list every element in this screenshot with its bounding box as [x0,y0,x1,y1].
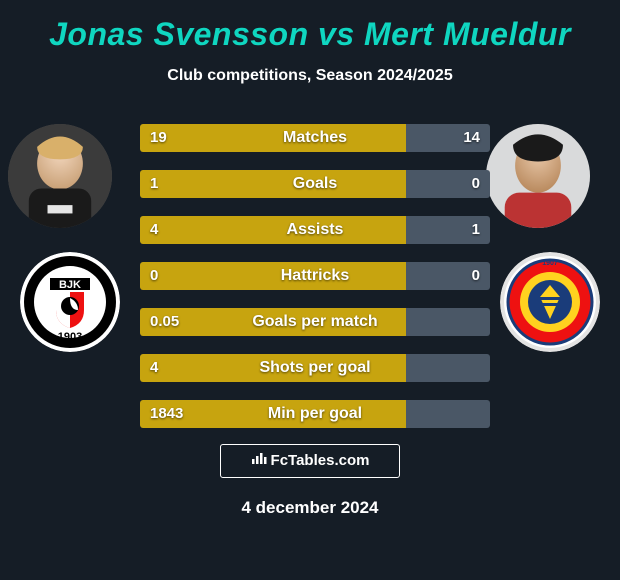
stat-row: 1843Min per goal [140,400,490,428]
club-badge-icon: BJK 1903 [20,252,120,352]
stat-bar-left [140,216,406,244]
stat-row: 1914Matches [140,124,490,152]
stat-bar-right [406,262,490,290]
club-right-badge: 1907 [500,252,600,352]
page-title: Jonas Svensson vs Mert Mueldur [0,16,620,53]
brand-box: FcTables.com [220,444,400,478]
stat-bar-right [406,124,490,152]
stat-bars: 1914Matches 10Goals 41Assists 00Hattricks 0.… [140,124,490,446]
stat-row: 00Hattricks [140,262,490,290]
player-right-avatar [486,124,590,228]
stat-bar-left [140,400,406,428]
avatar-placeholder-icon [486,124,590,228]
brand-label: FcTables.com [271,452,370,469]
stat-row: 41Assists [140,216,490,244]
date-label: 4 december 2024 [0,498,620,518]
stat-bar-left [140,170,406,198]
club-left-abbrev: BJK [59,279,81,291]
stat-bar-right [406,400,490,428]
club-left-badge: BJK 1903 [20,252,120,352]
avatar-placeholder-icon [8,124,112,228]
club-left-year: 1903 [58,331,82,343]
comparison-card: Jonas Svensson vs Mert Mueldur Club comp… [0,0,620,580]
stat-bar-left [140,354,406,382]
club-badge-icon: 1907 [500,252,600,352]
stat-bar-left [140,262,406,290]
stat-bar-right [406,354,490,382]
club-right-year: 1907 [542,260,558,267]
stat-bar-right [406,216,490,244]
stat-row: 10Goals [140,170,490,198]
chart-icon [251,445,267,477]
stat-row: 4Shots per goal [140,354,490,382]
stat-bar-right [406,308,490,336]
stat-row: 0.05Goals per match [140,308,490,336]
stat-bar-right [406,170,490,198]
stat-bar-left [140,124,406,152]
player-left-avatar [8,124,112,228]
stat-bar-left [140,308,406,336]
subtitle: Club competitions, Season 2024/2025 [0,67,620,85]
